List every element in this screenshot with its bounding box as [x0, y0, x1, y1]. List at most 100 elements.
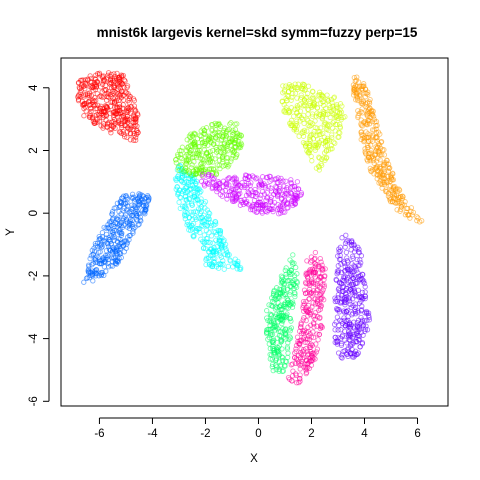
data-point [173, 160, 179, 166]
data-point [332, 128, 338, 134]
data-point [278, 273, 285, 279]
data-point [199, 156, 205, 162]
data-point [375, 141, 382, 147]
data-point [367, 114, 373, 121]
data-point [305, 106, 311, 112]
data-point [191, 140, 197, 146]
data-point [127, 211, 134, 217]
data-point [208, 166, 214, 172]
data-point [176, 199, 182, 205]
data-point [217, 130, 223, 136]
data-point [343, 232, 349, 238]
data-point [295, 361, 302, 367]
data-point [388, 188, 394, 194]
data-point [204, 222, 210, 228]
data-point [350, 340, 357, 346]
data-point [335, 269, 341, 276]
data-point [210, 176, 217, 183]
data-point [193, 165, 200, 171]
data-point [260, 202, 266, 209]
data-point [99, 271, 105, 277]
data-point [209, 263, 215, 270]
data-point [223, 181, 229, 187]
data-point [337, 107, 343, 113]
data-point [290, 301, 296, 307]
data-point [306, 333, 312, 339]
data-point [305, 324, 311, 330]
data-point [274, 344, 280, 350]
data-point [227, 136, 233, 142]
data-point [345, 307, 351, 314]
data-point [196, 200, 202, 207]
data-point [220, 129, 226, 136]
data-point [301, 364, 307, 370]
data-point [208, 246, 215, 252]
data-point [228, 120, 234, 126]
data-point [291, 281, 297, 287]
data-point [219, 193, 225, 199]
data-point [295, 104, 301, 110]
data-point [204, 150, 210, 156]
data-point [205, 213, 212, 219]
data-point [343, 299, 349, 306]
data-point [90, 118, 97, 124]
data-point [121, 205, 127, 212]
data-point [190, 151, 196, 157]
data-point [267, 326, 273, 332]
data-point [97, 249, 103, 255]
data-point [327, 105, 333, 111]
data-point [345, 317, 351, 323]
data-point [257, 205, 263, 211]
data-point [107, 91, 113, 98]
data-point [297, 362, 303, 368]
data-point [398, 194, 404, 200]
x-tick-label: -2 [200, 428, 210, 440]
data-point [414, 217, 420, 224]
data-point [298, 321, 304, 328]
data-point [140, 207, 146, 213]
data-point [363, 151, 369, 157]
data-point [351, 249, 358, 255]
data-point [385, 173, 391, 179]
data-point [357, 344, 363, 350]
data-point [92, 86, 99, 93]
data-point [110, 124, 116, 130]
data-point [234, 133, 240, 140]
data-point [208, 233, 215, 239]
data-point [81, 94, 87, 100]
data-point [305, 90, 311, 97]
data-point [340, 288, 346, 294]
data-point [390, 177, 397, 183]
data-point [206, 210, 212, 216]
data-point [314, 331, 320, 337]
data-point [105, 260, 111, 266]
data-point [200, 171, 206, 177]
data-point [280, 209, 286, 215]
data-point [182, 193, 189, 199]
data-point [284, 92, 291, 99]
data-point [200, 139, 206, 145]
data-point [188, 147, 194, 153]
data-point [268, 206, 275, 212]
data-point [88, 79, 95, 86]
y-tick-label: 0 [28, 210, 40, 216]
data-point [100, 114, 106, 121]
data-point [116, 222, 122, 228]
data-point [333, 276, 339, 283]
data-point [205, 172, 212, 178]
data-point [358, 109, 364, 115]
data-point [103, 231, 110, 238]
data-point [324, 126, 330, 133]
data-point [281, 102, 287, 108]
data-point [180, 203, 186, 209]
data-point [355, 113, 361, 119]
data-point [402, 199, 408, 205]
data-point [81, 83, 87, 89]
data-point [118, 232, 125, 239]
data-point [182, 203, 188, 210]
data-point [283, 326, 289, 332]
data-point [86, 92, 92, 98]
data-point [232, 126, 239, 133]
data-point [311, 296, 318, 302]
data-point [316, 155, 323, 161]
